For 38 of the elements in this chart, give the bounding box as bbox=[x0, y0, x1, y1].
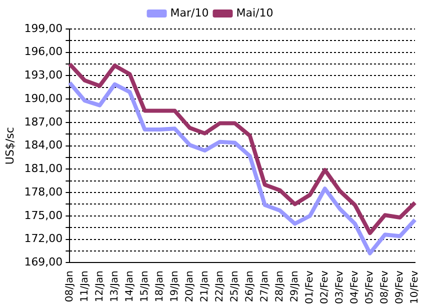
y-tick-label: 172,00 bbox=[24, 232, 63, 246]
y-tick-label: 193,00 bbox=[24, 68, 63, 82]
x-tick-label: 08/Jan bbox=[64, 270, 76, 302]
x-tick-label: 05/Fev bbox=[364, 270, 376, 304]
x-tick-label: 10/Fev bbox=[410, 270, 421, 304]
x-tick-label: 21/Jan bbox=[199, 270, 210, 302]
x-tick-label: 22/Jan bbox=[214, 270, 226, 302]
x-tick-label: 28/Jan bbox=[274, 270, 286, 302]
x-tick-label: 27/Jan bbox=[259, 270, 270, 302]
x-tick-label: 04/Fev bbox=[350, 270, 361, 304]
x-tick-label: 09/Fev bbox=[394, 270, 406, 304]
x-tick-label: 01/Fev bbox=[304, 270, 316, 304]
y-tick-label: 196,00 bbox=[24, 45, 63, 58]
x-tick-label: 13/Jan bbox=[109, 270, 120, 302]
legend-label: Mar/10 bbox=[170, 6, 209, 20]
y-axis-title: US$/sc bbox=[3, 127, 16, 165]
x-tick-label: 03/Fev bbox=[334, 270, 346, 304]
x-tick-label: 20/Jan bbox=[184, 270, 196, 302]
x-tick-label: 02/Fev bbox=[320, 270, 331, 304]
y-tick-label: 199,00 bbox=[24, 22, 63, 35]
y-tick-label: 175,00 bbox=[24, 208, 63, 222]
y-tick-label: 187,00 bbox=[24, 115, 63, 128]
y-tick-label: 184,00 bbox=[24, 138, 63, 152]
x-tick-label: 08/Fev bbox=[380, 270, 391, 304]
x-tick-label: 11/Jan bbox=[79, 270, 90, 302]
y-tick-label: 181,00 bbox=[24, 162, 63, 176]
x-tick-label: 19/Jan bbox=[169, 270, 180, 302]
y-tick-label: 169,00 bbox=[24, 255, 63, 268]
y-tick-label: 190,00 bbox=[24, 92, 63, 105]
x-tick-label: 15/Jan bbox=[139, 270, 150, 302]
x-tick-label: 29/Jan bbox=[289, 270, 300, 302]
x-tick-label: 12/Jan bbox=[94, 270, 106, 302]
x-tick-label: 26/Jan bbox=[244, 270, 256, 302]
x-tick-label: 18/Jan bbox=[154, 270, 166, 302]
x-tick-label: 25/Jan bbox=[229, 270, 240, 302]
x-tick-label: 14/Jan bbox=[124, 270, 136, 302]
y-tick-label: 178,00 bbox=[24, 185, 63, 198]
legend-label: Mai/10 bbox=[236, 6, 274, 20]
